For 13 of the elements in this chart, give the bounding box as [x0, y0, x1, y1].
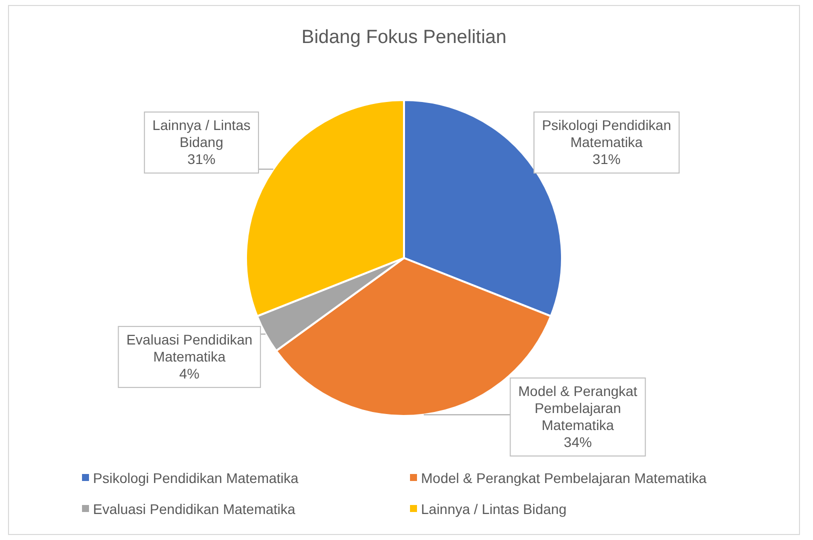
- data-label: 4%: [179, 365, 200, 382]
- slice-label: Lainnya / Lintas Bidang: [152, 117, 250, 150]
- data-label: 34%: [564, 434, 592, 450]
- data-label: 31%: [592, 151, 621, 168]
- chart-title: Bidang Fokus Penelitian: [302, 27, 506, 48]
- data-label: 31%: [187, 151, 216, 168]
- legend-label: Psikologi Pendidikan Matematika: [93, 470, 299, 486]
- legend-label: Model & Perangkat Pembelajaran Matematika: [421, 470, 707, 486]
- legend-label: Lainnya / Lintas Bidang: [421, 500, 567, 517]
- slice-label: Psikologi Pendidikan Matematika: [542, 117, 672, 150]
- slice-label: Model & Perangkat Pembelajaran Matematika: [518, 383, 638, 433]
- legend-label: Evaluasi Pendidikan Matematika: [93, 500, 296, 517]
- slice-label: Evaluasi Pendidikan Matematika: [126, 331, 252, 364]
